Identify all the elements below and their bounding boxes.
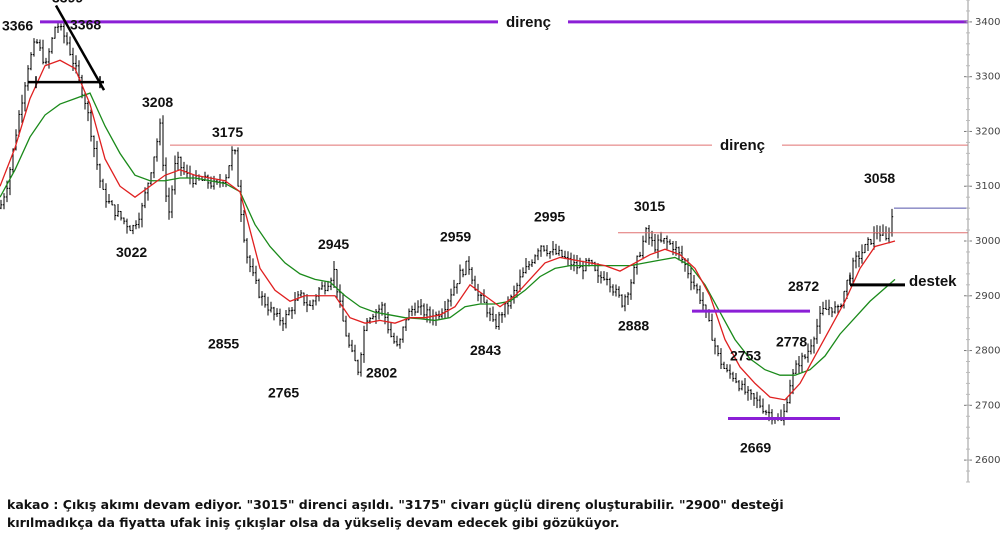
price-label: 3368 [70, 16, 101, 32]
y-tick-label: 3300, [975, 72, 1000, 83]
ma-fast-line [0, 59, 896, 401]
price-label: 2753 [730, 347, 761, 363]
price-label: 2802 [366, 364, 397, 380]
price-label: 2843 [470, 342, 501, 358]
y-tick-label: 3000, [975, 236, 1000, 247]
price-chart: direnç direnç destek 3399 3366 3368 3208 3175 30… [0, 0, 1000, 483]
resistance-label: direnç [506, 14, 551, 31]
y-axis: 2600, 2700, 2800, 2900, 3000, 3100, 3200, 3300,… [964, 0, 1000, 483]
price-label: 2959 [440, 228, 471, 244]
resistance-label: direnç [720, 137, 765, 154]
price-label: 2855 [208, 335, 239, 351]
support-label: destek [909, 273, 957, 290]
y-tick-label: 3100, [975, 181, 1000, 192]
caption-line-2: kırılmadıkça da fiyatta ufak iniş çıkışl… [7, 515, 620, 530]
price-label: 3058 [864, 170, 895, 186]
price-label: 2872 [788, 278, 819, 294]
chart-labels: direnç direnç destek 3399 3366 3368 3208 3175 30… [2, 0, 957, 455]
price-label: 3015 [634, 198, 665, 214]
price-label: 2888 [618, 317, 649, 333]
price-label: 3022 [116, 244, 147, 260]
y-tick-label: 3400, [975, 17, 1000, 28]
ma-slow-line [0, 92, 896, 376]
price-label: 3399 [52, 0, 83, 5]
price-label: 2945 [318, 236, 349, 252]
y-tick-label: 2700, [975, 400, 1000, 411]
y-tick-label: 2900, [975, 291, 1000, 302]
price-label: 3366 [2, 18, 33, 34]
y-tick-label: 3200, [975, 126, 1000, 137]
price-label: 2669 [740, 439, 771, 455]
price-label: 3208 [142, 94, 173, 110]
price-label: 2778 [776, 334, 807, 350]
chart-lines [0, 4, 968, 426]
triangle-right-line [54, 4, 106, 91]
y-tick-label: 2600, [975, 455, 1000, 466]
y-tick-label: 2800, [975, 346, 1000, 357]
price-label: 3175 [212, 124, 243, 140]
caption-line-1: kakao : Çıkış akımı devam ediyor. "3015"… [7, 497, 784, 512]
analysis-caption: kakao : Çıkış akımı devam ediyor. "3015"… [7, 496, 997, 532]
price-label: 2765 [268, 385, 299, 401]
price-label: 2995 [534, 209, 565, 225]
